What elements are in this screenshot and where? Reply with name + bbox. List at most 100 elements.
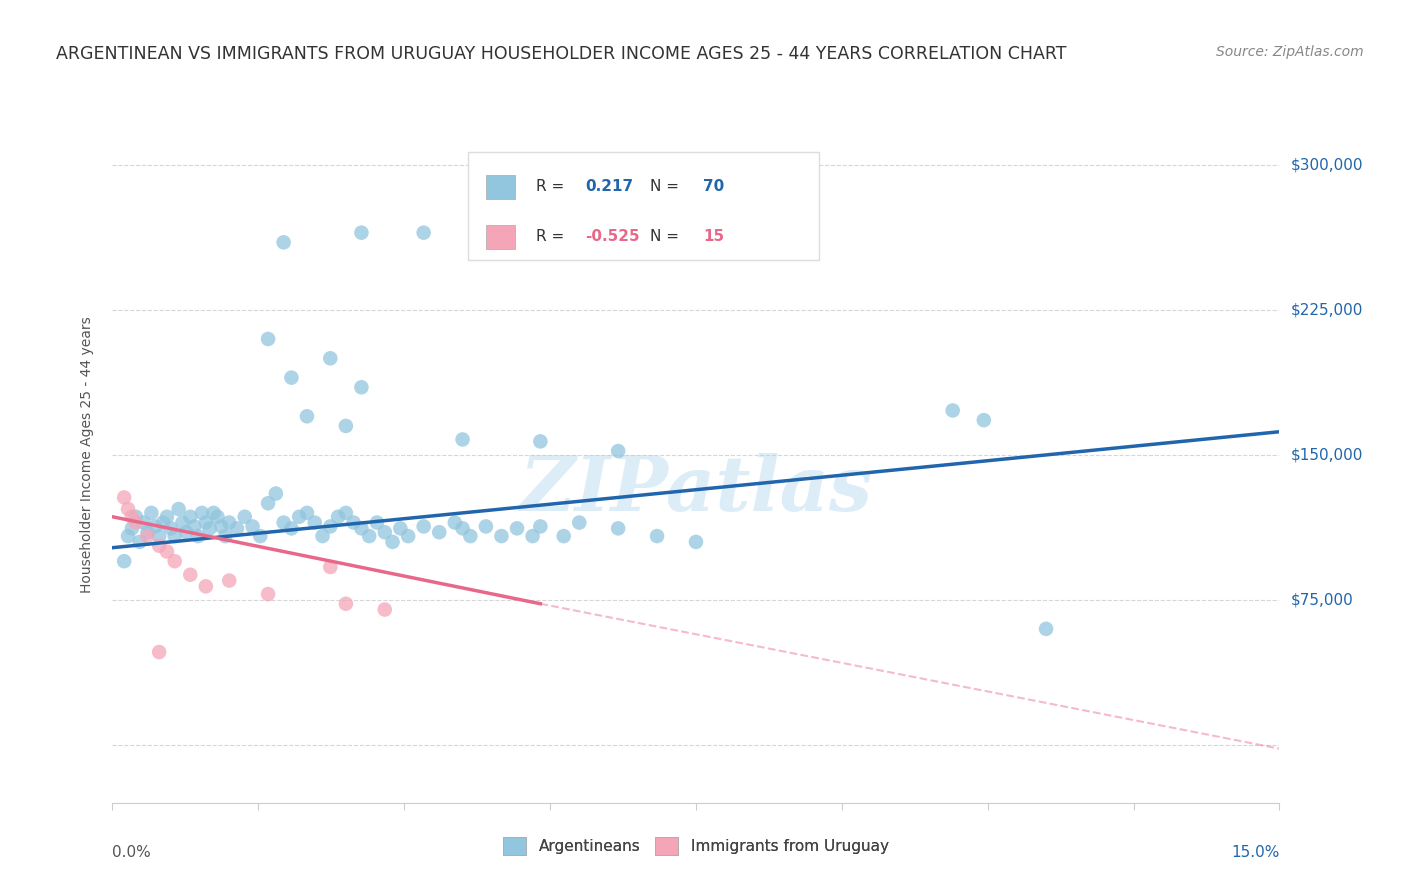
Point bbox=[427, 525, 450, 540]
Point bbox=[553, 529, 575, 543]
Point bbox=[522, 529, 544, 543]
Point bbox=[335, 418, 357, 433]
Point bbox=[242, 519, 264, 533]
Point bbox=[172, 516, 194, 530]
Point bbox=[366, 516, 388, 530]
Point bbox=[179, 509, 201, 524]
Point bbox=[350, 521, 373, 535]
Point bbox=[152, 516, 174, 530]
Point bbox=[335, 506, 357, 520]
Point bbox=[136, 529, 159, 543]
Legend: Argentineans, Immigrants from Uruguay: Argentineans, Immigrants from Uruguay bbox=[498, 830, 894, 862]
Point bbox=[273, 516, 295, 530]
Point bbox=[209, 519, 232, 533]
Point bbox=[273, 235, 295, 250]
Point bbox=[443, 516, 465, 530]
Point bbox=[132, 516, 155, 530]
Point bbox=[233, 509, 256, 524]
Point bbox=[335, 597, 357, 611]
Point bbox=[451, 521, 474, 535]
Text: R =: R = bbox=[536, 179, 569, 194]
Point bbox=[156, 544, 179, 558]
Text: 70: 70 bbox=[703, 179, 724, 194]
Point bbox=[257, 496, 280, 510]
Point bbox=[214, 529, 236, 543]
Text: N =: N = bbox=[651, 179, 685, 194]
Point bbox=[194, 516, 217, 530]
Text: N =: N = bbox=[651, 229, 685, 244]
Text: 15.0%: 15.0% bbox=[1232, 845, 1279, 860]
Point bbox=[179, 567, 201, 582]
Text: 15: 15 bbox=[703, 229, 724, 244]
Text: $150,000: $150,000 bbox=[1291, 448, 1362, 462]
Point bbox=[295, 506, 318, 520]
Point bbox=[389, 521, 412, 535]
Point bbox=[128, 534, 150, 549]
Point bbox=[304, 516, 326, 530]
FancyBboxPatch shape bbox=[486, 175, 515, 199]
Text: Source: ZipAtlas.com: Source: ZipAtlas.com bbox=[1216, 45, 1364, 59]
Point bbox=[148, 645, 170, 659]
Point bbox=[194, 579, 217, 593]
Point bbox=[160, 521, 183, 535]
Point bbox=[506, 521, 529, 535]
Point bbox=[280, 370, 302, 384]
Point bbox=[311, 529, 333, 543]
Point bbox=[319, 351, 342, 366]
Point bbox=[475, 229, 498, 244]
Point bbox=[183, 519, 205, 533]
Point bbox=[412, 519, 434, 533]
Point bbox=[396, 529, 419, 543]
Point bbox=[319, 519, 342, 533]
Point bbox=[326, 509, 349, 524]
Point bbox=[451, 433, 474, 447]
Text: 0.217: 0.217 bbox=[585, 179, 633, 194]
Point bbox=[568, 516, 591, 530]
Point bbox=[359, 529, 381, 543]
Point bbox=[288, 509, 311, 524]
FancyBboxPatch shape bbox=[486, 225, 515, 249]
Point bbox=[460, 529, 482, 543]
Point bbox=[319, 560, 342, 574]
Text: -0.525: -0.525 bbox=[585, 229, 640, 244]
Point bbox=[121, 521, 143, 535]
Point bbox=[163, 554, 186, 568]
Point bbox=[257, 332, 280, 346]
Text: 0.0%: 0.0% bbox=[112, 845, 152, 860]
Point bbox=[973, 413, 995, 427]
Text: R =: R = bbox=[536, 229, 569, 244]
Point bbox=[607, 521, 630, 535]
Point bbox=[148, 539, 170, 553]
Point bbox=[645, 529, 668, 543]
Point bbox=[1035, 622, 1057, 636]
Point bbox=[412, 226, 434, 240]
Point bbox=[529, 434, 551, 449]
Text: ZIPatlas: ZIPatlas bbox=[519, 453, 873, 526]
FancyBboxPatch shape bbox=[468, 153, 818, 260]
Point bbox=[374, 602, 396, 616]
Text: ARGENTINEAN VS IMMIGRANTS FROM URUGUAY HOUSEHOLDER INCOME AGES 25 - 44 YEARS COR: ARGENTINEAN VS IMMIGRANTS FROM URUGUAY H… bbox=[56, 45, 1067, 62]
Point bbox=[529, 519, 551, 533]
Point bbox=[343, 516, 366, 530]
Point bbox=[176, 525, 198, 540]
Point bbox=[121, 509, 143, 524]
Point bbox=[191, 506, 214, 520]
Point bbox=[143, 519, 166, 533]
Point bbox=[295, 409, 318, 424]
Point bbox=[117, 502, 139, 516]
Point bbox=[218, 516, 240, 530]
Point bbox=[117, 529, 139, 543]
Point bbox=[125, 516, 148, 530]
Point bbox=[167, 502, 190, 516]
Text: $225,000: $225,000 bbox=[1291, 302, 1362, 318]
Point bbox=[187, 529, 209, 543]
Text: $75,000: $75,000 bbox=[1291, 592, 1354, 607]
Point bbox=[112, 554, 135, 568]
Point bbox=[249, 529, 271, 543]
Point bbox=[163, 529, 186, 543]
Point bbox=[226, 521, 249, 535]
Point bbox=[141, 506, 163, 520]
Y-axis label: Householder Income Ages 25 - 44 years: Householder Income Ages 25 - 44 years bbox=[80, 317, 94, 593]
Point bbox=[125, 509, 148, 524]
Point bbox=[491, 529, 513, 543]
